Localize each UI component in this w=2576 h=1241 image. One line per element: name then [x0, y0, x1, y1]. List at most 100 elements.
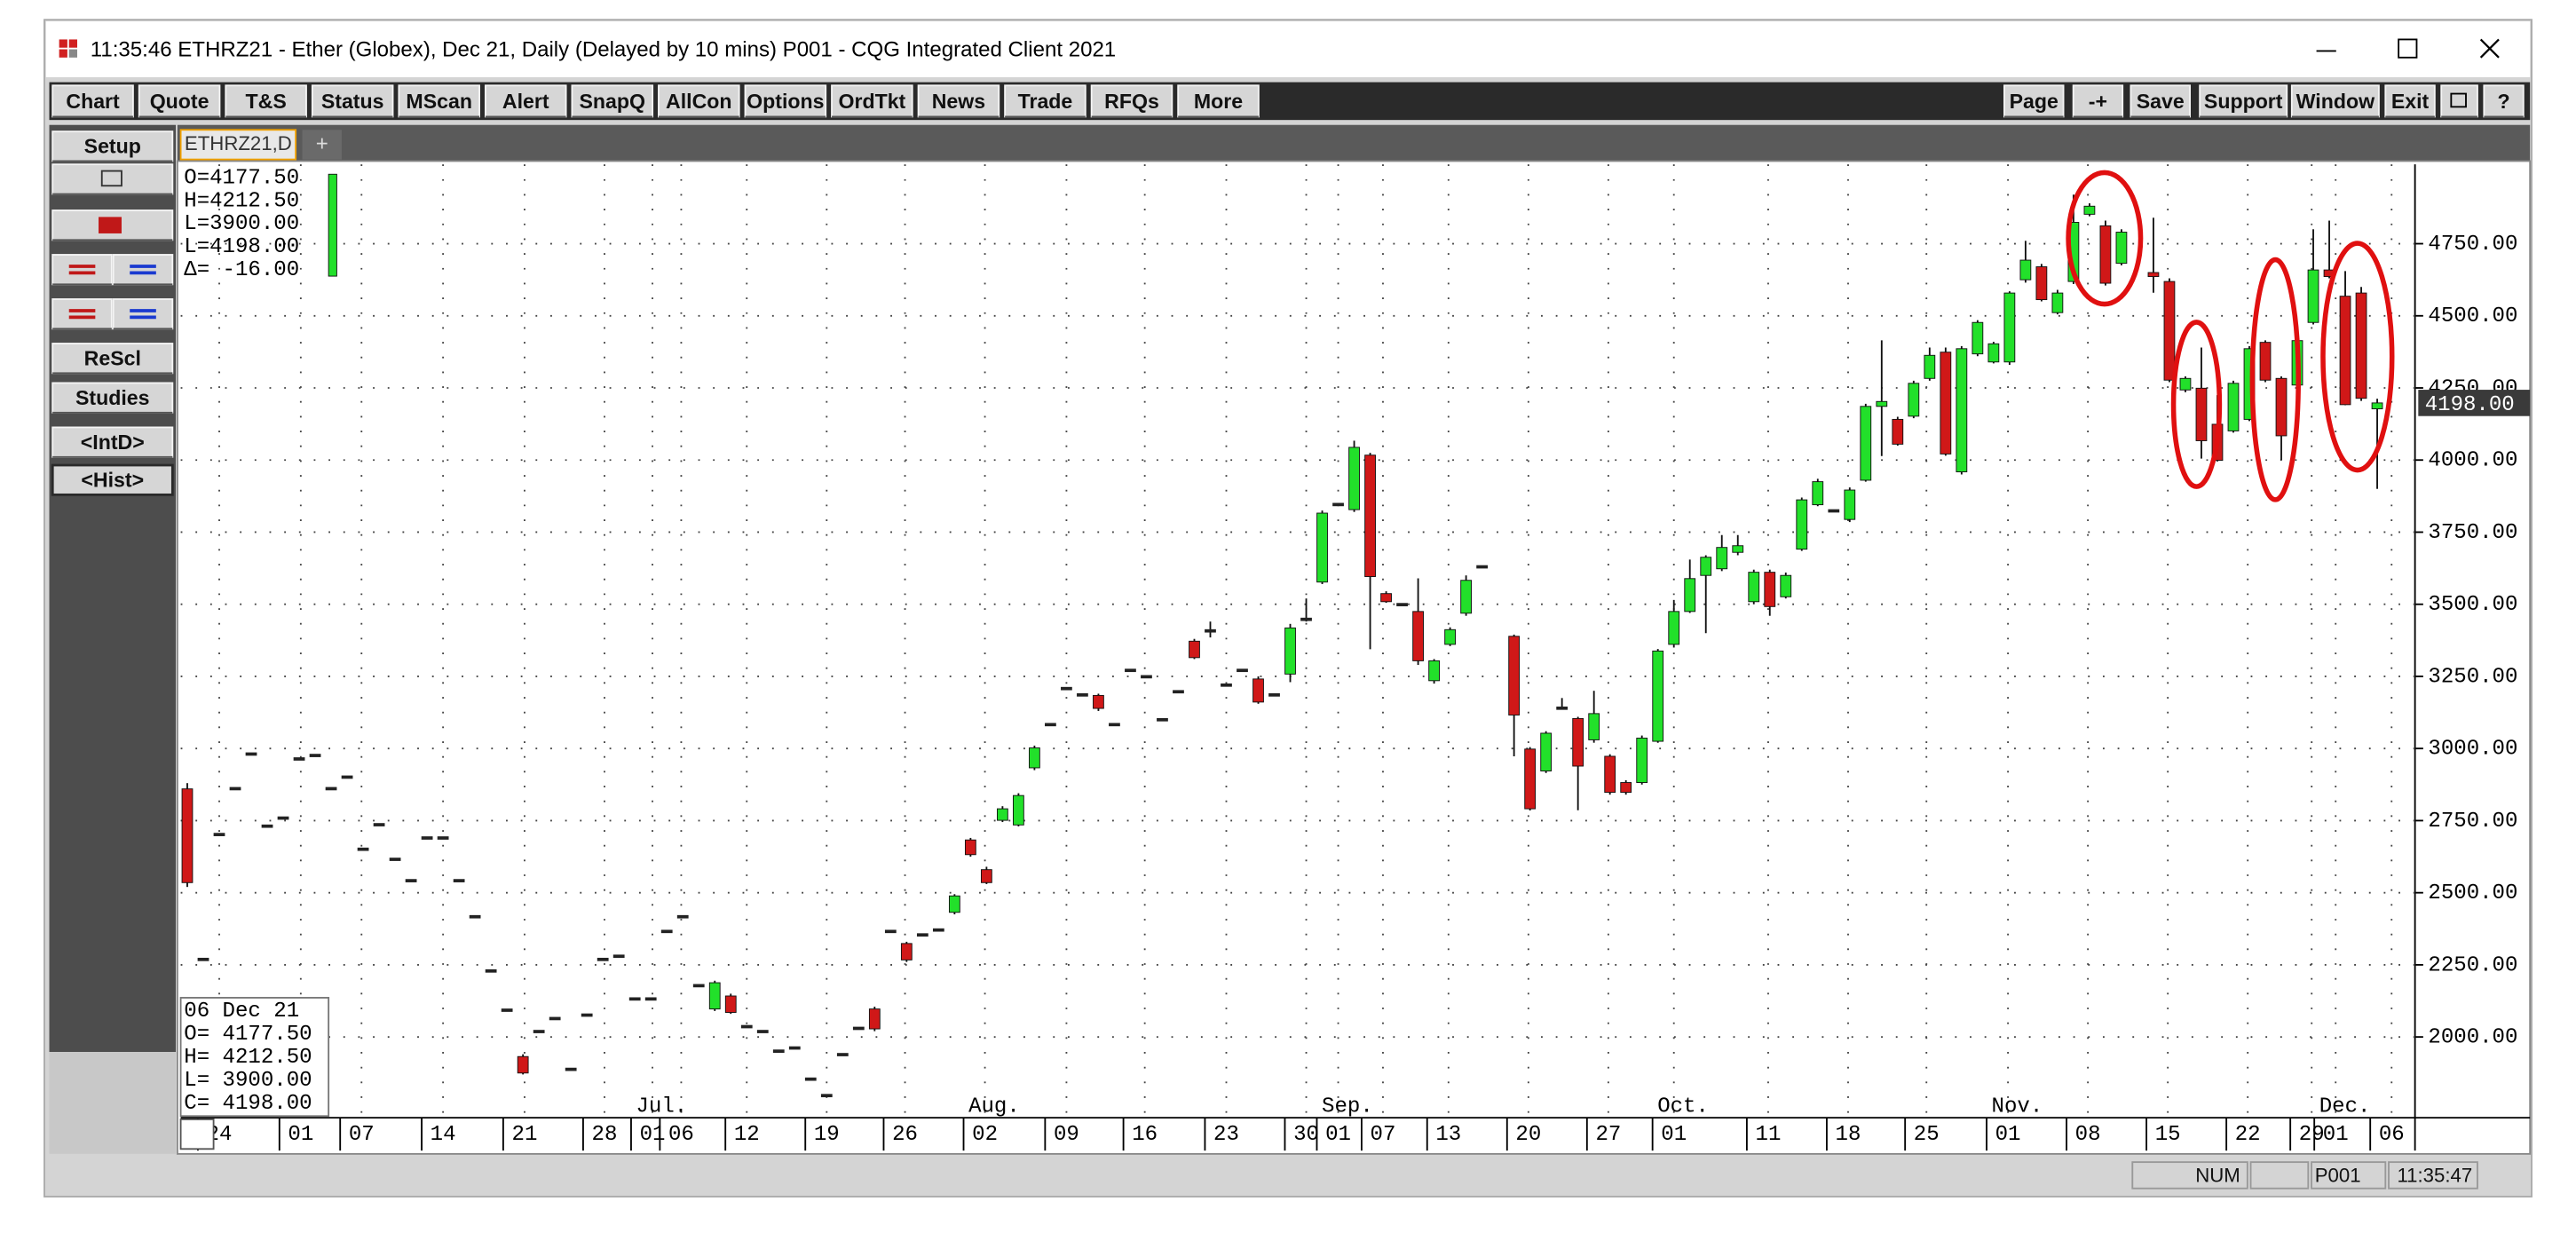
candle-body [1908, 383, 1920, 417]
candle-body [2275, 377, 2288, 437]
candle-body [597, 957, 609, 961]
x-tick-label: 01 [288, 1123, 313, 1147]
candle-body [437, 836, 449, 840]
candle-body [261, 824, 273, 828]
x-tick-label: 20 [1515, 1123, 1541, 1147]
tab[interactable] [179, 129, 297, 161]
status-cell [2388, 1161, 2478, 1190]
arrow-button[interactable] [51, 298, 113, 330]
candle-body [948, 895, 960, 913]
side-button-label: ReScl [84, 347, 141, 370]
restore-button[interactable] [2440, 84, 2478, 118]
x-tick-label: 12 [734, 1123, 760, 1147]
y-tick-label: 2250.00 [2428, 953, 2517, 977]
toolbar-button-label: Quote [150, 90, 209, 113]
toolbar-right-button[interactable] [2072, 84, 2124, 118]
app-icon [59, 39, 77, 58]
toolbar-right-button[interactable] [2199, 84, 2288, 118]
toolbar-right-button[interactable] [2384, 84, 2436, 118]
candle-body [485, 968, 497, 973]
x-tick-label: 23 [1213, 1123, 1239, 1147]
candle-body [708, 982, 721, 1010]
status-cell [2249, 1161, 2310, 1190]
arrow-icon [130, 265, 156, 275]
toolbar-right-button[interactable] [2130, 84, 2191, 118]
x-tick-label: 07 [349, 1123, 375, 1147]
candle-body [2179, 377, 2192, 391]
candle-body [1252, 678, 1264, 703]
arrow-button[interactable] [112, 298, 174, 330]
highlight-ellipse [2170, 320, 2223, 489]
y-tick-label: 3000.00 [2428, 738, 2517, 762]
month-label: Oct. [1657, 1095, 1709, 1119]
status-text: P001 [2315, 1165, 2361, 1187]
tab-label: ETHRZ21,D [185, 132, 292, 154]
status-cell [2131, 1161, 2248, 1190]
toolbar-button[interactable] [658, 84, 740, 118]
window-title: 11:35:46 ETHRZ21 - Ether (Globex), Dec 2… [91, 38, 1116, 62]
new-tab[interactable] [302, 130, 342, 160]
candle-body [1540, 732, 1553, 771]
candle-body [229, 786, 241, 791]
y-tick-label: 4750.00 [2428, 233, 2517, 257]
month-label: Nov. [1992, 1095, 2043, 1119]
close-button[interactable] [2479, 38, 2500, 59]
maximize-button[interactable] [2398, 38, 2418, 59]
toolbar-button-label: News [932, 90, 985, 113]
candle-body [2019, 259, 2032, 281]
x-tick-label: 22 [2235, 1123, 2261, 1147]
candle-body [373, 823, 385, 826]
candle-body [1029, 747, 1040, 769]
chart-area [176, 160, 2532, 1155]
candle-body [1684, 578, 1696, 613]
candle-body [1396, 603, 1408, 606]
toolbar-button[interactable] [917, 84, 1000, 118]
candle-body [724, 995, 737, 1013]
candle-body [453, 879, 465, 882]
candle-body [2355, 292, 2367, 399]
toolbar-button[interactable] [1004, 84, 1087, 118]
arrow-button[interactable] [112, 254, 174, 286]
info-bottom: C= 4198.00 [184, 1092, 312, 1116]
toolbar-button[interactable] [831, 84, 913, 118]
candle-body [916, 933, 928, 937]
toolbar-button[interactable] [311, 84, 394, 118]
candle-body [2115, 232, 2128, 265]
toolbar-button[interactable] [398, 84, 480, 118]
candle-body [964, 839, 976, 856]
candle-body [660, 929, 673, 934]
candle-body [1636, 738, 1648, 783]
arrow-button[interactable] [51, 254, 113, 286]
toolbar-button-label: OrdTkt [838, 90, 905, 113]
candle-body [1844, 489, 1856, 520]
toolbar-button[interactable] [744, 84, 827, 118]
arrow-icon [68, 265, 96, 275]
candle-body [900, 943, 913, 960]
candle-body [1300, 617, 1312, 621]
candle-body [1860, 406, 1872, 481]
mini-bar [328, 173, 337, 277]
candle-body [197, 957, 209, 961]
toolbar-button[interactable] [1090, 84, 1173, 118]
info-bottom: O= 4177.50 [184, 1023, 312, 1047]
y-tick-label: 2000.00 [2428, 1025, 2517, 1049]
candle-body [2035, 266, 2048, 301]
candle-body [1828, 509, 1840, 513]
candle-body [2259, 342, 2272, 381]
toolbar-right-button-label: Exit [2391, 90, 2430, 113]
y-tick-label: 4000.00 [2428, 449, 2517, 473]
toolbar-button-label: Trade [1018, 90, 1073, 113]
candle-body [2195, 387, 2208, 441]
print-button[interactable] [51, 163, 174, 195]
toolbar-right-button[interactable] [2003, 84, 2065, 118]
toolbar-button[interactable] [138, 84, 221, 118]
candle-body [788, 1046, 801, 1050]
x-tick-label: 18 [1836, 1123, 1861, 1147]
toolbar-right-button[interactable] [2290, 84, 2380, 118]
toolbar-button[interactable] [225, 84, 307, 118]
toolbar-button-label: Status [321, 90, 384, 113]
candle-body [213, 833, 225, 836]
toolbar-button[interactable] [484, 84, 567, 118]
x-tick-label: 29 [2299, 1123, 2325, 1147]
side-button[interactable] [51, 382, 174, 414]
